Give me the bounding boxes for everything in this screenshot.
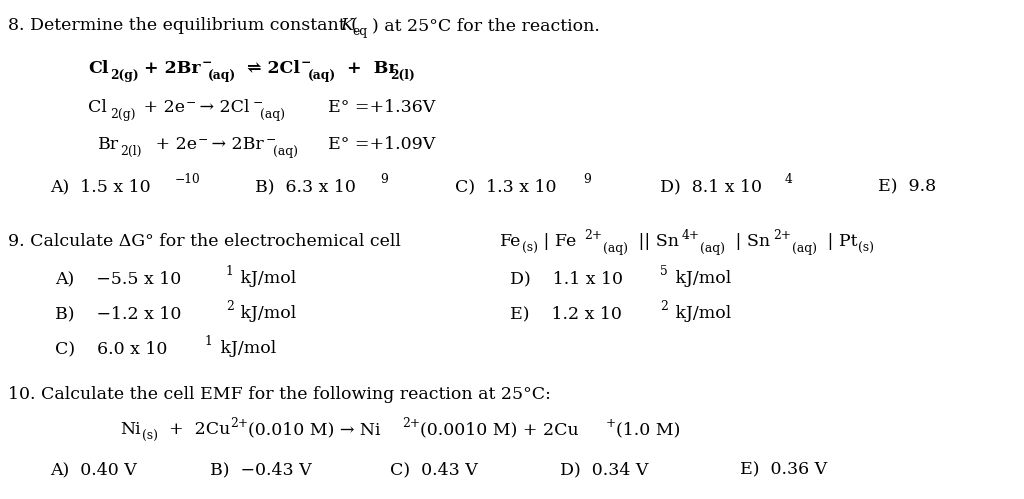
Text: ) at 25°C for the reaction.: ) at 25°C for the reaction. — [372, 17, 600, 34]
Text: Cl: Cl — [88, 60, 109, 77]
Text: (aq): (aq) — [208, 69, 237, 82]
Text: (0.010 M) → Ni: (0.010 M) → Ni — [248, 421, 381, 438]
Text: E)  9.8: E) 9.8 — [878, 178, 936, 195]
Text: (s): (s) — [142, 430, 158, 443]
Text: E)  0.36 V: E) 0.36 V — [740, 461, 827, 478]
Text: −: − — [253, 95, 263, 108]
Text: ⇌ 2Cl: ⇌ 2Cl — [241, 60, 300, 77]
Text: B)  −0.43 V: B) −0.43 V — [210, 461, 311, 478]
Text: E° =+1.09V: E° =+1.09V — [328, 136, 435, 153]
Text: −: − — [198, 132, 208, 145]
Text: −10: −10 — [175, 173, 201, 186]
Text: −: − — [186, 95, 197, 108]
Text: eq: eq — [352, 25, 368, 38]
Text: kJ/mol: kJ/mol — [215, 340, 276, 357]
Text: −: − — [266, 132, 276, 145]
Text: E)    1.2 x 10: E) 1.2 x 10 — [510, 305, 622, 322]
Text: 8. Determine the equilibrium constant (: 8. Determine the equilibrium constant ( — [8, 17, 357, 34]
Text: Ni: Ni — [120, 421, 140, 438]
Text: E° =+1.36V: E° =+1.36V — [328, 99, 435, 116]
Text: Br: Br — [98, 136, 119, 153]
Text: 2: 2 — [226, 300, 233, 313]
Text: (s): (s) — [858, 242, 874, 255]
Text: A)    −5.5 x 10: A) −5.5 x 10 — [55, 270, 181, 287]
Text: 2(l): 2(l) — [390, 69, 415, 82]
Text: Cl: Cl — [88, 99, 106, 116]
Text: → 2Cl: → 2Cl — [194, 99, 250, 116]
Text: kJ/mol: kJ/mol — [670, 270, 731, 287]
Text: B)  6.3 x 10: B) 6.3 x 10 — [255, 178, 356, 195]
Text: A)  1.5 x 10: A) 1.5 x 10 — [50, 178, 151, 195]
Text: 9: 9 — [380, 173, 388, 186]
Text: D)    1.1 x 10: D) 1.1 x 10 — [510, 270, 623, 287]
Text: +  Br: + Br — [341, 60, 397, 77]
Text: + 2e: + 2e — [150, 136, 197, 153]
Text: B)    −1.2 x 10: B) −1.2 x 10 — [55, 305, 181, 322]
Text: −: − — [202, 56, 212, 69]
Text: | Pt: | Pt — [822, 233, 857, 250]
Text: 2+: 2+ — [402, 417, 420, 430]
Text: A)  0.40 V: A) 0.40 V — [50, 461, 137, 478]
Text: + 2Br: + 2Br — [138, 60, 201, 77]
Text: || Sn: || Sn — [633, 233, 679, 250]
Text: 2(g): 2(g) — [110, 108, 135, 121]
Text: (aq): (aq) — [260, 108, 285, 121]
Text: +: + — [606, 417, 616, 430]
Text: 4: 4 — [785, 173, 793, 186]
Text: kJ/mol: kJ/mol — [234, 270, 296, 287]
Text: C)    6.0 x 10: C) 6.0 x 10 — [55, 340, 167, 357]
Text: C)  0.43 V: C) 0.43 V — [390, 461, 478, 478]
Text: Fe: Fe — [500, 233, 521, 250]
Text: 10. Calculate the cell EMF for the following reaction at 25°C:: 10. Calculate the cell EMF for the follo… — [8, 386, 551, 403]
Text: 5: 5 — [660, 265, 668, 278]
Text: 2(g): 2(g) — [110, 69, 138, 82]
Text: 1: 1 — [226, 265, 233, 278]
Text: D)  8.1 x 10: D) 8.1 x 10 — [660, 178, 762, 195]
Text: | Fe: | Fe — [538, 233, 577, 250]
Text: −: − — [301, 56, 311, 69]
Text: (aq): (aq) — [792, 242, 817, 255]
Text: C)  1.3 x 10: C) 1.3 x 10 — [455, 178, 556, 195]
Text: (s): (s) — [522, 242, 538, 255]
Text: kJ/mol: kJ/mol — [670, 305, 731, 322]
Text: | Sn: | Sn — [730, 233, 770, 250]
Text: (aq): (aq) — [273, 145, 298, 158]
Text: 1: 1 — [205, 335, 213, 348]
Text: 2(l): 2(l) — [120, 145, 141, 158]
Text: K: K — [340, 17, 353, 34]
Text: → 2Br: → 2Br — [206, 136, 264, 153]
Text: 2+: 2+ — [773, 229, 791, 242]
Text: + 2e: + 2e — [138, 99, 185, 116]
Text: 9: 9 — [583, 173, 591, 186]
Text: (aq): (aq) — [308, 69, 336, 82]
Text: (0.0010 M) + 2Cu: (0.0010 M) + 2Cu — [420, 421, 579, 438]
Text: (1.0 M): (1.0 M) — [616, 421, 680, 438]
Text: kJ/mol: kJ/mol — [234, 305, 296, 322]
Text: D)  0.34 V: D) 0.34 V — [560, 461, 648, 478]
Text: 4+: 4+ — [682, 229, 700, 242]
Text: (aq): (aq) — [603, 242, 628, 255]
Text: +  2Cu: + 2Cu — [158, 421, 230, 438]
Text: (aq): (aq) — [700, 242, 725, 255]
Text: 2: 2 — [660, 300, 668, 313]
Text: 2+: 2+ — [230, 417, 248, 430]
Text: 9. Calculate ΔG° for the electrochemical cell: 9. Calculate ΔG° for the electrochemical… — [8, 233, 400, 250]
Text: 2+: 2+ — [584, 229, 602, 242]
